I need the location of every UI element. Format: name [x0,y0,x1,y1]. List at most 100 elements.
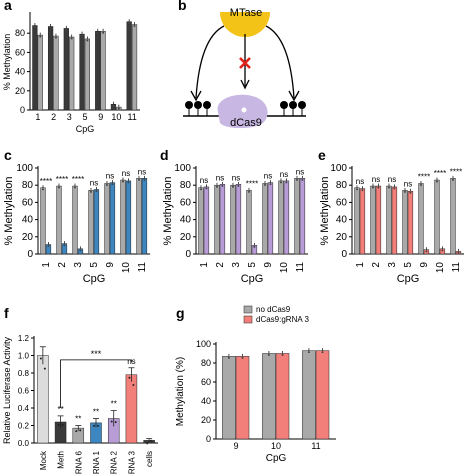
x-tick-label: 10 [121,262,132,274]
data-point [419,183,422,186]
significance-label: ns [122,169,130,178]
bar [72,185,78,255]
y-tick-label: 0 [20,105,25,115]
x-tick-label: 11 [127,112,136,122]
bar [219,184,226,255]
x-tick-label: 11 [451,262,462,273]
chart-panel-d: d 0 20 40 60 80 100% Methylation 1 2 3 5 9 10 11 CpG ns… [160,147,308,285]
y-tick-label: 0.6 [18,387,30,396]
legend-swatch [243,305,253,314]
data-point [146,442,149,445]
arrow-right-head [288,90,300,102]
data-point [112,104,115,107]
significance-label: ns [296,167,304,176]
bar [302,350,316,440]
x-tick-label: 3 [387,262,398,268]
y-tick-label: 20 [336,232,348,243]
significance-label: ns [388,175,396,184]
x-tick-label: 5 [403,262,414,268]
data-point [377,186,380,189]
bar [407,190,414,255]
data-point [307,351,310,354]
data-point [117,107,120,110]
data-point [279,181,282,184]
legend-swatch [243,315,253,324]
schematic-panel-b: b MTase dCas9 [178,0,306,129]
data-point [81,34,84,37]
data-point [150,439,153,442]
bar [434,179,440,255]
bar [40,187,46,255]
y-tick-label: 100 [16,163,33,174]
y-tick-label: 40 [201,396,211,406]
significance-label: ns [232,173,240,182]
bar [120,179,126,255]
data-point [39,35,42,38]
y-tick-label: 80 [22,180,34,191]
dcas9-label: dCas9 [230,117,262,129]
data-point [451,178,454,181]
x-tick-label: 1 [355,262,366,268]
data-point [132,383,135,386]
arrow-right [265,25,295,99]
data-point [128,22,131,25]
y-tick-label: 60 [180,197,192,208]
data-point [301,178,304,181]
data-point [105,183,108,186]
bar [47,26,54,111]
legend-label: no dCas9 [256,305,291,314]
chart-panel-g: g 0 20 40 60 80 100 Methylation (%) 9 10 11 CpG no d… [175,305,336,464]
panel-label-f: f [4,305,9,321]
data-point [86,39,89,42]
data-point [231,185,234,188]
significance-label: ** [93,408,99,417]
data-point [47,245,50,248]
significance-label: **** [418,172,430,181]
y-tick-label: 40 [180,215,192,226]
data-point [57,186,60,189]
bar [278,180,284,255]
bar [267,182,274,255]
data-point [96,31,99,34]
chart-panel-e: e 0 20 40 60 80 100 % Methylation 1 2 3 5 9 10 11 CpG ns… [318,147,464,285]
y-tick-label: 60 [201,377,211,387]
data-point [121,180,124,183]
y-tick-label: 0.2 [18,422,30,431]
significance-label: **** [40,177,52,186]
data-point [267,354,270,356]
bar [294,178,300,255]
arrow-left-head [190,90,202,102]
data-point [227,356,230,359]
y-tick-label: 40 [15,67,25,77]
panel-label-a: a [4,0,12,13]
bar [235,184,242,255]
bar [386,185,392,255]
y-tick-label: 0.4 [18,404,30,413]
bar [125,374,138,444]
x-tick-label: 1 [199,262,210,268]
methyl-group-right [280,101,306,116]
data-point [33,26,36,29]
bar [125,180,132,255]
bar [141,178,148,255]
x-tick-label: 3 [67,112,72,122]
data-point [73,186,76,189]
bar [370,185,376,255]
bar [131,24,138,111]
y-tick-label: 80 [15,28,25,38]
bar [262,183,268,255]
data-point [247,190,250,193]
data-point [54,36,57,39]
y-tick-label: 40 [336,215,348,226]
y-tick-label: 60 [22,197,34,208]
x-axis-title: CpG [397,273,420,285]
y-axis-title: % Methylation [2,34,12,91]
bar [56,185,62,255]
data-point [221,184,224,187]
y-tick-label: 100 [196,339,211,349]
x-tick-label: 5 [247,262,258,268]
methyl-group-left [185,101,211,116]
bar [93,189,100,255]
significance-label: ns [356,177,364,186]
bar [104,183,110,255]
